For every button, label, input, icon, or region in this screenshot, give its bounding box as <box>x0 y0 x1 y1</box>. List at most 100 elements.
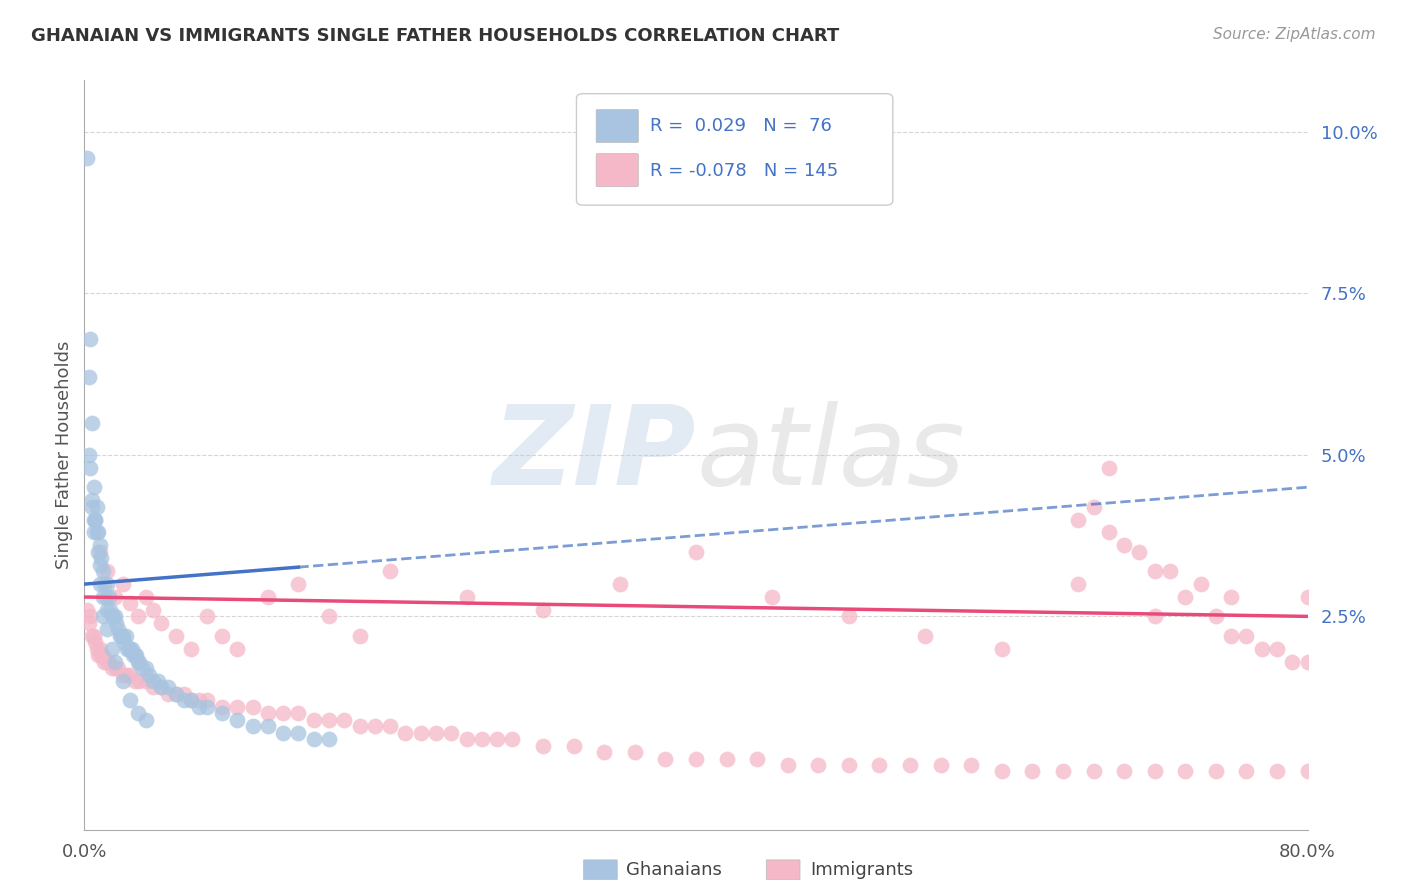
Point <box>991 641 1014 656</box>
Point <box>195 609 218 624</box>
Point <box>76 603 98 617</box>
Point <box>531 603 554 617</box>
Point <box>188 693 211 707</box>
Point <box>79 609 101 624</box>
Text: Immigrants: Immigrants <box>810 861 912 879</box>
Point <box>991 764 1014 779</box>
Point <box>440 725 463 739</box>
Point <box>83 525 105 540</box>
Point <box>86 525 108 540</box>
Point <box>104 590 127 604</box>
Point <box>120 693 142 707</box>
Point <box>120 667 142 681</box>
Point <box>1174 590 1197 604</box>
Point <box>318 609 340 624</box>
Point <box>87 525 110 540</box>
Point <box>211 706 233 721</box>
Point <box>118 641 141 656</box>
Point <box>173 687 195 701</box>
Point <box>89 577 111 591</box>
Point <box>318 732 340 747</box>
Point <box>593 745 616 759</box>
Point <box>180 693 202 707</box>
Point <box>77 615 100 630</box>
Point <box>97 655 120 669</box>
Text: Ghanaians: Ghanaians <box>626 861 721 879</box>
Point <box>157 681 180 695</box>
Point <box>77 370 100 384</box>
Point <box>364 719 387 733</box>
Point <box>135 713 157 727</box>
Point <box>287 725 309 739</box>
Point <box>425 725 447 739</box>
Point <box>83 480 105 494</box>
Text: GHANAIAN VS IMMIGRANTS SINGLE FATHER HOUSEHOLDS CORRELATION CHART: GHANAIAN VS IMMIGRANTS SINGLE FATHER HOU… <box>31 27 839 45</box>
Point <box>1250 641 1272 656</box>
Point <box>127 706 149 721</box>
Point <box>87 648 110 662</box>
Point <box>84 512 107 526</box>
Point <box>242 719 264 733</box>
Point <box>271 706 294 721</box>
Point <box>1143 764 1166 779</box>
Text: atlas: atlas <box>696 401 965 508</box>
Point <box>131 661 153 675</box>
Point <box>138 667 160 681</box>
Point <box>394 725 416 739</box>
Point <box>1205 764 1227 779</box>
Point <box>107 623 129 637</box>
Point <box>142 603 165 617</box>
Point <box>1236 629 1258 643</box>
Point <box>456 590 478 604</box>
Point <box>349 719 371 733</box>
Point <box>271 725 294 739</box>
Point <box>1098 460 1121 475</box>
Point <box>302 732 325 747</box>
Point <box>114 629 136 643</box>
Point <box>165 629 187 643</box>
Point <box>104 609 127 624</box>
Point <box>1128 545 1150 559</box>
Point <box>1052 764 1074 779</box>
Point <box>173 693 195 707</box>
Point <box>91 590 114 604</box>
Point <box>486 732 509 747</box>
Point <box>121 641 143 656</box>
Point <box>96 623 118 637</box>
Point <box>456 732 478 747</box>
Point <box>98 603 121 617</box>
Point <box>1189 577 1212 591</box>
Point <box>226 641 249 656</box>
Point <box>94 590 117 604</box>
Point <box>83 629 105 643</box>
Point <box>124 673 146 688</box>
Point <box>135 673 157 688</box>
Point <box>142 673 165 688</box>
Text: R =  0.029   N =  76: R = 0.029 N = 76 <box>650 118 831 136</box>
Point <box>1220 590 1243 604</box>
Point <box>96 564 118 578</box>
Point <box>89 641 111 656</box>
Point <box>91 648 114 662</box>
Point <box>90 648 112 662</box>
Point <box>929 758 952 772</box>
Point <box>111 629 134 643</box>
Point <box>1220 629 1243 643</box>
Point <box>86 500 108 514</box>
Text: R = -0.078   N = 145: R = -0.078 N = 145 <box>650 161 838 179</box>
Point <box>128 655 150 669</box>
Point <box>79 460 101 475</box>
Point <box>103 609 125 624</box>
Point <box>180 693 202 707</box>
Point <box>124 648 146 662</box>
Point <box>84 512 107 526</box>
Point <box>869 758 891 772</box>
Point <box>242 699 264 714</box>
Point <box>1021 764 1043 779</box>
Point <box>1159 564 1181 578</box>
Point <box>111 673 134 688</box>
Point <box>111 667 134 681</box>
Point <box>302 713 325 727</box>
Point <box>531 739 554 753</box>
Point <box>807 758 830 772</box>
